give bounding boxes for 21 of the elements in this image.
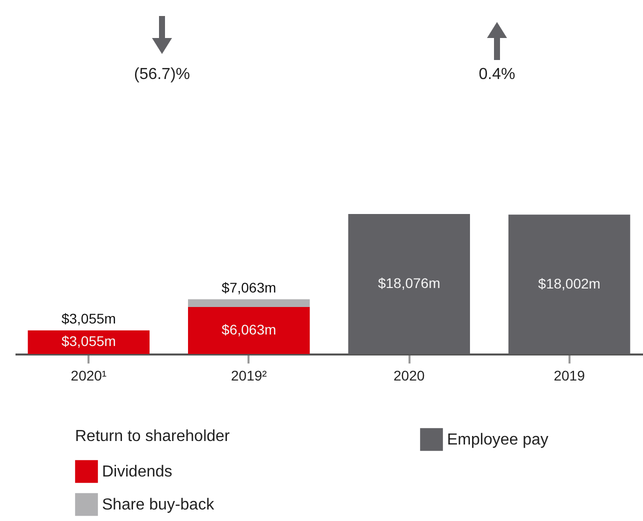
data-label: $18,002m — [538, 275, 600, 292]
data-label: $3,055m — [61, 333, 116, 350]
legend-label: Employee pay — [447, 432, 548, 448]
bar — [508, 214, 630, 354]
bar — [188, 299, 310, 308]
legend-title: Return to shareholder — [75, 428, 230, 445]
total-label: $7,063m — [222, 279, 276, 296]
bar — [348, 214, 470, 354]
legend-label: Dividends — [102, 464, 172, 480]
text: (56.7)% — [134, 66, 190, 84]
bar — [188, 307, 310, 354]
x-tick-label: 2019² — [230, 368, 268, 384]
data-label: $18,076m — [378, 275, 440, 291]
bar — [28, 330, 150, 354]
x-tick-label: 2020¹ — [70, 368, 107, 384]
legend-label: Share buy-back — [102, 496, 216, 514]
text: 0.4% — [478, 66, 516, 84]
total-label: $3,055m — [61, 310, 116, 326]
x-tick-label: 2019 — [554, 368, 586, 384]
data-label: $6,063m — [222, 322, 276, 338]
x-tick-label: 2020 — [394, 368, 425, 384]
